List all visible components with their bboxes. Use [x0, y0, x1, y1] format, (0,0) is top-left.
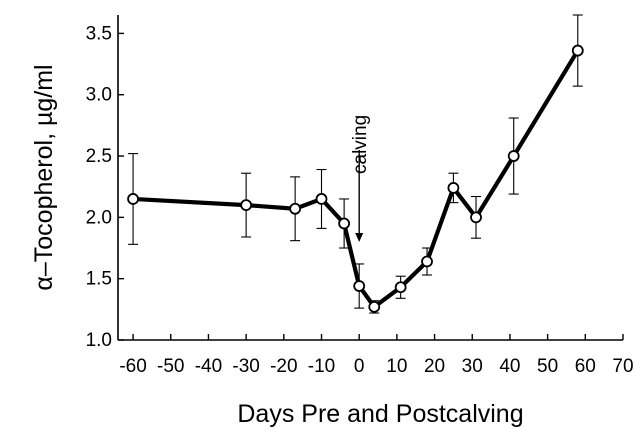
x-tick-label: 60 [575, 356, 596, 377]
data-point [289, 202, 302, 215]
x-tick-label: -60 [119, 356, 146, 377]
x-tick-label: 40 [499, 356, 520, 377]
calving-label: calving [350, 115, 371, 174]
x-tick-label: 0 [354, 356, 365, 377]
x-tick-label: 30 [462, 356, 483, 377]
data-point [368, 300, 381, 313]
data-point [470, 211, 482, 224]
data-point [447, 182, 460, 194]
y-tick-label: 3.0 [86, 85, 112, 106]
x-tick-label: 10 [386, 356, 407, 377]
data-point [338, 217, 351, 230]
y-tick-label: 2.5 [86, 146, 112, 167]
data-point [571, 44, 584, 57]
x-tick-label: -20 [270, 356, 297, 377]
y-tick-label: 3.5 [86, 23, 112, 44]
x-axis-title: Days Pre and Postcalving [237, 400, 523, 428]
x-tick-label: 20 [424, 356, 445, 377]
data-point [315, 193, 328, 205]
y-axis-title: α–Tocopherol, µg/ml [30, 64, 58, 290]
x-tick-label: 50 [537, 356, 558, 377]
y-tick-label: 1.5 [86, 269, 112, 290]
y-tick-label: 1.0 [86, 330, 112, 351]
calving-arrowhead [355, 233, 364, 242]
x-tick-label: 70 [612, 356, 633, 377]
error-bars [128, 14, 583, 314]
data-point [240, 199, 253, 211]
x-tick-label: -10 [308, 356, 335, 377]
data-point [127, 193, 139, 205]
y-axis: 1.0 1.5 2.0 2.5 3.0 3.5 [86, 15, 124, 351]
data-point [353, 280, 366, 292]
data-point [394, 281, 407, 294]
data-point [507, 150, 520, 162]
annotations: calving [350, 115, 371, 242]
series-line [132, 49, 580, 309]
series-group [127, 44, 584, 313]
x-tick-label: -50 [157, 356, 184, 377]
x-axis: -60 -50 -40 -30 -20 -10 0 10 20 30 40 50 60 70 [118, 334, 634, 377]
x-tick-label: -30 [232, 356, 259, 377]
x-tick-label: -40 [195, 356, 222, 377]
data-point [421, 255, 433, 268]
y-tick-label: 2.0 [86, 207, 112, 228]
